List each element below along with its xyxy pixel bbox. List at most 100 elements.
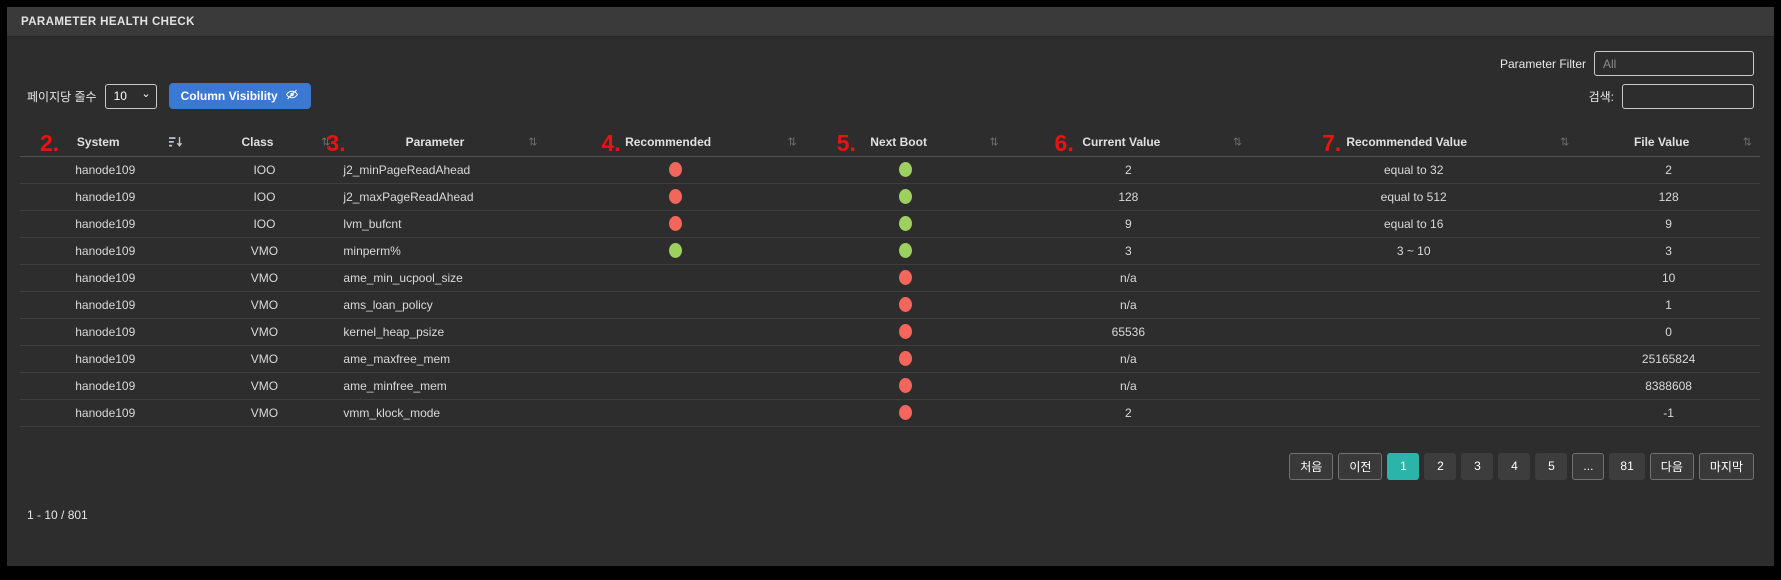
cell-class: VMO (190, 237, 339, 265)
cell-file_value: 8388608 (1577, 372, 1760, 400)
cell-system: hanode109 (20, 372, 191, 400)
cell-current_value: 65536 (1006, 318, 1251, 346)
search-input[interactable] (1622, 83, 1754, 109)
cell-file_value: 25165824 (1577, 345, 1760, 373)
cell-recommended_value (1250, 291, 1578, 319)
cell-parameter: minperm% (338, 237, 546, 265)
pagination-page-4-button[interactable]: 4 (1498, 452, 1531, 480)
cell-next_boot (804, 237, 1007, 265)
pagination-last-button[interactable]: 마지막 (1698, 452, 1754, 480)
status-dot-red (899, 324, 913, 340)
cell-file_value: 128 (1577, 183, 1760, 211)
pagination-page-3-button[interactable]: 3 (1461, 452, 1494, 480)
column-header-recommended[interactable]: 4. Recommended ⇅ (545, 129, 805, 157)
parameter-table: 2. System Class ⇅ 3. Parameter ⇅ 4. Recommended ⇅… (20, 129, 1760, 427)
pagination-ellipsis-button[interactable]: ... (1572, 452, 1605, 480)
status-dot-red (899, 270, 913, 286)
table-row: hanode109 VMO ame_min_ucpool_size n/a 10 (20, 264, 1760, 292)
cell-parameter: ame_min_ucpool_size (338, 264, 546, 292)
cell-parameter: lvm_bufcnt (338, 210, 546, 238)
cell-parameter: j2_maxPageReadAhead (338, 183, 546, 211)
pagination-page-5-button[interactable]: 5 (1535, 452, 1568, 480)
pagination-first-button[interactable]: 처음 (1289, 452, 1334, 480)
column-visibility-label: Column Visibility (180, 89, 278, 103)
pagination-next-button[interactable]: 다음 (1649, 452, 1694, 480)
table-row: hanode109 IOO j2_minPageReadAhead 2 equal to… (20, 156, 1760, 184)
page-size-select[interactable]: 10 (104, 83, 157, 109)
cell-class: IOO (190, 156, 339, 184)
column-header-next_boot[interactable]: 5. Next Boot ⇅ (804, 129, 1007, 157)
status-dot-red (899, 405, 913, 421)
annotation-number: 4. (601, 130, 621, 156)
status-dot-green (899, 243, 913, 259)
cell-recommended_value (1250, 318, 1578, 346)
cell-class: VMO (190, 399, 339, 427)
cell-next_boot (804, 345, 1007, 373)
column-header-recommended_value[interactable]: 7. Recommended Value ⇅ (1250, 129, 1578, 157)
cell-system: hanode109 (20, 318, 191, 346)
cell-recommended_value (1250, 264, 1578, 292)
status-dot-red (899, 297, 913, 313)
column-header-parameter[interactable]: 3. Parameter ⇅ (326, 129, 546, 157)
cell-current_value: n/a (1006, 345, 1251, 373)
pagination-page-2-button[interactable]: 2 (1424, 452, 1457, 480)
column-label: Current Value (1082, 135, 1161, 150)
sort-icon: ⇅ (1232, 136, 1243, 149)
status-dot-red (899, 378, 913, 394)
pagination-page-1-button[interactable]: 1 (1387, 452, 1420, 480)
column-label: System (76, 135, 120, 150)
cell-recommended (545, 264, 805, 292)
cell-recommended (545, 345, 805, 373)
pagination-page-81-button[interactable]: 81 (1609, 452, 1645, 480)
cell-class: VMO (190, 345, 339, 373)
column-visibility-button[interactable]: Column Visibility (168, 83, 311, 109)
cell-recommended (545, 210, 805, 238)
eye-slash-icon (285, 88, 299, 104)
parameter-health-check-panel: PARAMETER HEALTH CHECK Parameter Filter … (7, 7, 1774, 566)
parameter-filter-input[interactable] (1594, 51, 1754, 76)
sort-icon: ⇅ (787, 136, 797, 149)
page-size-label: 페이지당 줄수 (27, 89, 97, 104)
column-header-current_value[interactable]: 6. Current Value ⇅ (1006, 129, 1251, 157)
pagination: 처음 이전 1 2 3 4 5... 81 다음 마지막 (27, 452, 1754, 480)
cell-parameter: ams_loan_policy (338, 291, 546, 319)
sort-icon: ⇅ (1560, 136, 1570, 149)
cell-current_value: n/a (1006, 291, 1251, 319)
table-row: hanode109 IOO j2_maxPageReadAhead 128 equal … (20, 183, 1760, 211)
table-row: hanode109 IOO lvm_bufcnt 9 equal to 16 9 (20, 210, 1760, 238)
cell-system: hanode109 (20, 237, 191, 265)
column-header-file_value[interactable]: File Value ⇅ (1577, 129, 1760, 157)
status-dot-green (668, 243, 682, 259)
cell-class: IOO (190, 183, 339, 211)
pagination-prev-button[interactable]: 이전 (1338, 452, 1383, 480)
annotation-number: 7. (1322, 130, 1342, 156)
cell-file_value: 0 (1577, 318, 1760, 346)
cell-recommended_value (1250, 372, 1578, 400)
cell-next_boot (804, 156, 1007, 184)
search-label: 검색: (1588, 89, 1614, 104)
cell-recommended (545, 156, 805, 184)
cell-class: VMO (190, 372, 339, 400)
annotation-number: 5. (836, 130, 856, 156)
table-row: hanode109 VMO vmm_klock_mode 2 -1 (20, 399, 1760, 427)
cell-recommended_value: equal to 512 (1250, 183, 1578, 211)
sort-icon: ⇅ (528, 136, 538, 149)
cell-next_boot (804, 372, 1007, 400)
column-header-class[interactable]: Class ⇅ (190, 129, 339, 157)
sort-ascending-icon (168, 136, 183, 148)
cell-next_boot (804, 183, 1007, 211)
table-row: hanode109 VMO ams_loan_policy n/a 1 (20, 291, 1760, 319)
column-header-system[interactable]: 2. System (20, 129, 191, 157)
cell-recommended (545, 318, 805, 346)
column-label: File Value (1633, 135, 1690, 150)
cell-parameter: vmm_klock_mode (338, 399, 546, 427)
status-dot-red (668, 216, 682, 232)
page-title: PARAMETER HEALTH CHECK (21, 15, 195, 28)
cell-current_value: 3 (1006, 237, 1251, 265)
column-label: Recommended Value (1346, 135, 1468, 150)
sort-icon: ⇅ (989, 136, 999, 149)
column-label: Next Boot (870, 135, 927, 150)
sort-icon: ⇅ (321, 136, 331, 149)
cell-next_boot (804, 399, 1007, 427)
cell-current_value: n/a (1006, 264, 1251, 292)
